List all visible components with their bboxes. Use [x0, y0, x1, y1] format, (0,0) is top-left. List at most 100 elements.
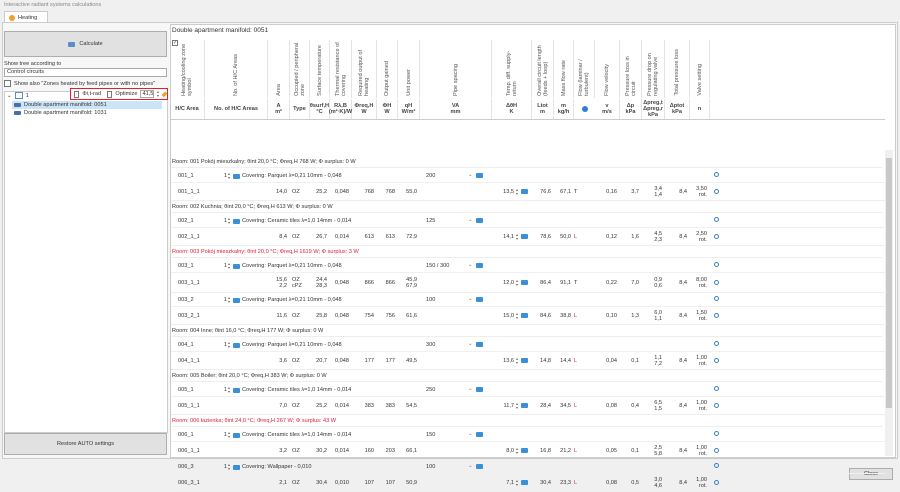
pipe-spacing[interactable]: 200 [426, 172, 436, 179]
select-all-checkbox[interactable]: ✓ [172, 40, 178, 46]
pipe-spacing[interactable]: 300 [426, 341, 436, 348]
column-header-label: Unit power [405, 69, 412, 96]
circuit-req: 177 [364, 357, 374, 364]
search-icon[interactable] [714, 402, 719, 408]
tree-root[interactable]: ⌄ 1 [7, 92, 29, 99]
circuit-flow: 38,8 [560, 312, 571, 319]
tree-node[interactable]: Double apartment manifold: 0051 [12, 101, 162, 109]
search-icon[interactable] [714, 447, 719, 453]
search-icon[interactable] [714, 233, 719, 239]
search-icon[interactable] [714, 431, 719, 436]
pipe-spacing-dropdown[interactable]: ⌄ [468, 296, 483, 302]
search-icon[interactable] [714, 262, 719, 267]
zone-count[interactable]: 1 [223, 217, 227, 224]
zone-count[interactable]: 1 [223, 296, 227, 303]
pipe-spacing-dropdown[interactable]: ⌄ [468, 172, 483, 178]
circuit-area: 8,4 [279, 233, 287, 240]
pipe-spacing[interactable]: 250 [426, 386, 436, 393]
dt-controls[interactable] [516, 447, 528, 454]
show-also-checkbox[interactable]: Show also "Zones heated by feed pipes or… [4, 80, 155, 87]
close-button[interactable]: Close [849, 468, 893, 480]
search-icon[interactable] [714, 341, 719, 346]
tab[interactable]: Heating [4, 11, 48, 23]
zone-count[interactable]: 1 [223, 431, 227, 438]
circuit-dp: 0,1 [631, 357, 639, 364]
restore-button[interactable]: Restore AUTO settings [4, 433, 167, 455]
circuit-regime: L [574, 357, 578, 364]
pipe-spacing[interactable]: 150 [426, 431, 436, 438]
circuit-dt[interactable]: 14,1 [503, 233, 514, 240]
column-header: Occupied / peripheral zone [290, 40, 310, 98]
circuit-dt[interactable]: 15,0 [503, 312, 514, 319]
pipe-spacing-dropdown[interactable]: ⌄ [468, 217, 483, 223]
zone-count[interactable]: 1 [223, 172, 227, 179]
tree-mode-select[interactable]: Control circuits [4, 68, 167, 77]
column-header-label: Pressure drop on regulating valve [647, 53, 659, 96]
pipe-spacing[interactable]: 100 [426, 296, 436, 303]
search-icon[interactable] [714, 172, 719, 177]
circuit-flow: 67,1 [560, 188, 571, 195]
column-header: Flow velocity [595, 40, 620, 98]
search-icon[interactable] [714, 217, 719, 222]
search-icon[interactable] [714, 386, 719, 391]
circuit-dpreg: 1,1 7,2 [654, 354, 662, 367]
pipe-spacing-dropdown[interactable]: ⌄ [468, 386, 483, 392]
search-icon[interactable] [714, 296, 719, 301]
circuit-dt[interactable]: 11,7 [503, 402, 514, 409]
circuit-surf: 30,2 [316, 447, 327, 454]
dt-controls[interactable] [516, 279, 528, 286]
column-header-label: Mass flow rate [560, 59, 567, 96]
zone-count-controls[interactable] [228, 218, 240, 224]
dt-controls[interactable] [516, 312, 528, 319]
pipe-spacing[interactable]: 125 [426, 217, 436, 224]
zone-count-controls[interactable] [228, 432, 240, 438]
circuit-req: 754 [364, 312, 374, 319]
scrollbar[interactable] [885, 150, 893, 456]
circuit-symbol: 001_1_1 [178, 188, 200, 195]
circuit-dt[interactable]: 8,0 [506, 447, 514, 454]
search-icon[interactable] [714, 357, 719, 363]
column-header-label: Pipe spacing [452, 63, 459, 96]
circuit-dt[interactable]: 13,6 [503, 357, 514, 364]
pipe-spacing[interactable]: 100 [426, 463, 436, 470]
pipe-spacing-dropdown[interactable]: ⌄ [468, 262, 483, 268]
circuit-dt[interactable]: 13,5 [503, 188, 514, 195]
zone-count-controls[interactable] [228, 387, 240, 393]
pipe-spacing-dropdown[interactable]: ⌄ [468, 341, 483, 347]
search-icon[interactable] [714, 279, 719, 285]
circuit-len: 14,8 [540, 357, 551, 364]
circuit-dptot: 8,4 [679, 357, 687, 364]
search-icon[interactable] [714, 312, 719, 318]
column-header-label: Valve setting [696, 64, 703, 96]
help-icon[interactable] [574, 99, 595, 119]
column-header: Temp. diff. supply-return [492, 40, 532, 98]
calculate-button[interactable]: Calculate [4, 31, 167, 57]
zone-count-controls[interactable] [228, 464, 240, 470]
dt-controls[interactable] [516, 188, 528, 195]
circuit-n: 3,50 rot. [696, 185, 707, 198]
optimize-value[interactable]: 41,5 [140, 90, 155, 98]
dt-controls[interactable] [516, 402, 528, 409]
dt-controls[interactable] [516, 233, 528, 240]
zone-count[interactable]: 1 [223, 341, 227, 348]
zone-count[interactable]: 1 [223, 262, 227, 269]
zone-count-controls[interactable] [228, 263, 240, 269]
zone-count[interactable]: 1 [223, 386, 227, 393]
zone-symbol: 003_1 [178, 262, 194, 269]
circuit-type: OZ [292, 312, 300, 319]
search-icon[interactable] [714, 463, 719, 468]
pipe-spacing[interactable]: 150 / 300 [426, 262, 450, 269]
tree-node[interactable]: Double apartment manifold: 1031 [12, 109, 162, 117]
zone-count[interactable]: 1 [223, 463, 227, 470]
search-icon[interactable] [714, 188, 719, 194]
circuit-dt[interactable]: 12,0 [503, 279, 514, 286]
pipe-spacing-dropdown[interactable]: ⌄ [468, 431, 483, 437]
pipe-spacing-dropdown[interactable]: ⌄ [468, 463, 483, 469]
zone-count-controls[interactable] [228, 297, 240, 303]
zone-symbol: 002_1 [178, 217, 194, 224]
dt-controls[interactable] [516, 357, 528, 364]
zone-count-controls[interactable] [228, 173, 240, 179]
zone-count-controls[interactable] [228, 342, 240, 348]
search-icon[interactable] [714, 479, 719, 485]
circuit-dptot: 8,4 [679, 312, 687, 319]
